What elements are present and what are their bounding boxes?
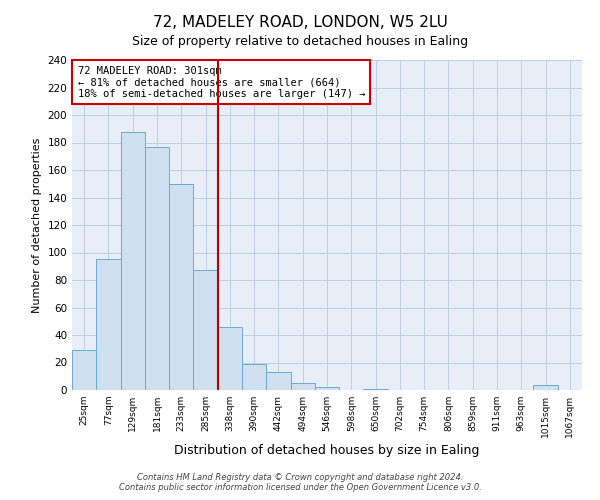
Bar [266, 372, 290, 390]
Bar [193, 270, 218, 390]
Y-axis label: Number of detached properties: Number of detached properties [32, 138, 42, 312]
Bar [145, 146, 169, 390]
X-axis label: Distribution of detached houses by size in Ealing: Distribution of detached houses by size … [175, 444, 479, 457]
Bar [364, 388, 388, 390]
Bar [218, 327, 242, 390]
Text: 72, MADELEY ROAD, LONDON, W5 2LU: 72, MADELEY ROAD, LONDON, W5 2LU [152, 15, 448, 30]
Bar [290, 383, 315, 390]
Bar [169, 184, 193, 390]
Bar [242, 364, 266, 390]
Bar [315, 387, 339, 390]
Text: Contains HM Land Registry data © Crown copyright and database right 2024.
Contai: Contains HM Land Registry data © Crown c… [119, 473, 481, 492]
Bar [72, 350, 96, 390]
Text: 72 MADELEY ROAD: 301sqm
← 81% of detached houses are smaller (664)
18% of semi-d: 72 MADELEY ROAD: 301sqm ← 81% of detache… [77, 66, 365, 99]
Text: Size of property relative to detached houses in Ealing: Size of property relative to detached ho… [132, 35, 468, 48]
Bar [96, 260, 121, 390]
Bar [121, 132, 145, 390]
Bar [533, 384, 558, 390]
